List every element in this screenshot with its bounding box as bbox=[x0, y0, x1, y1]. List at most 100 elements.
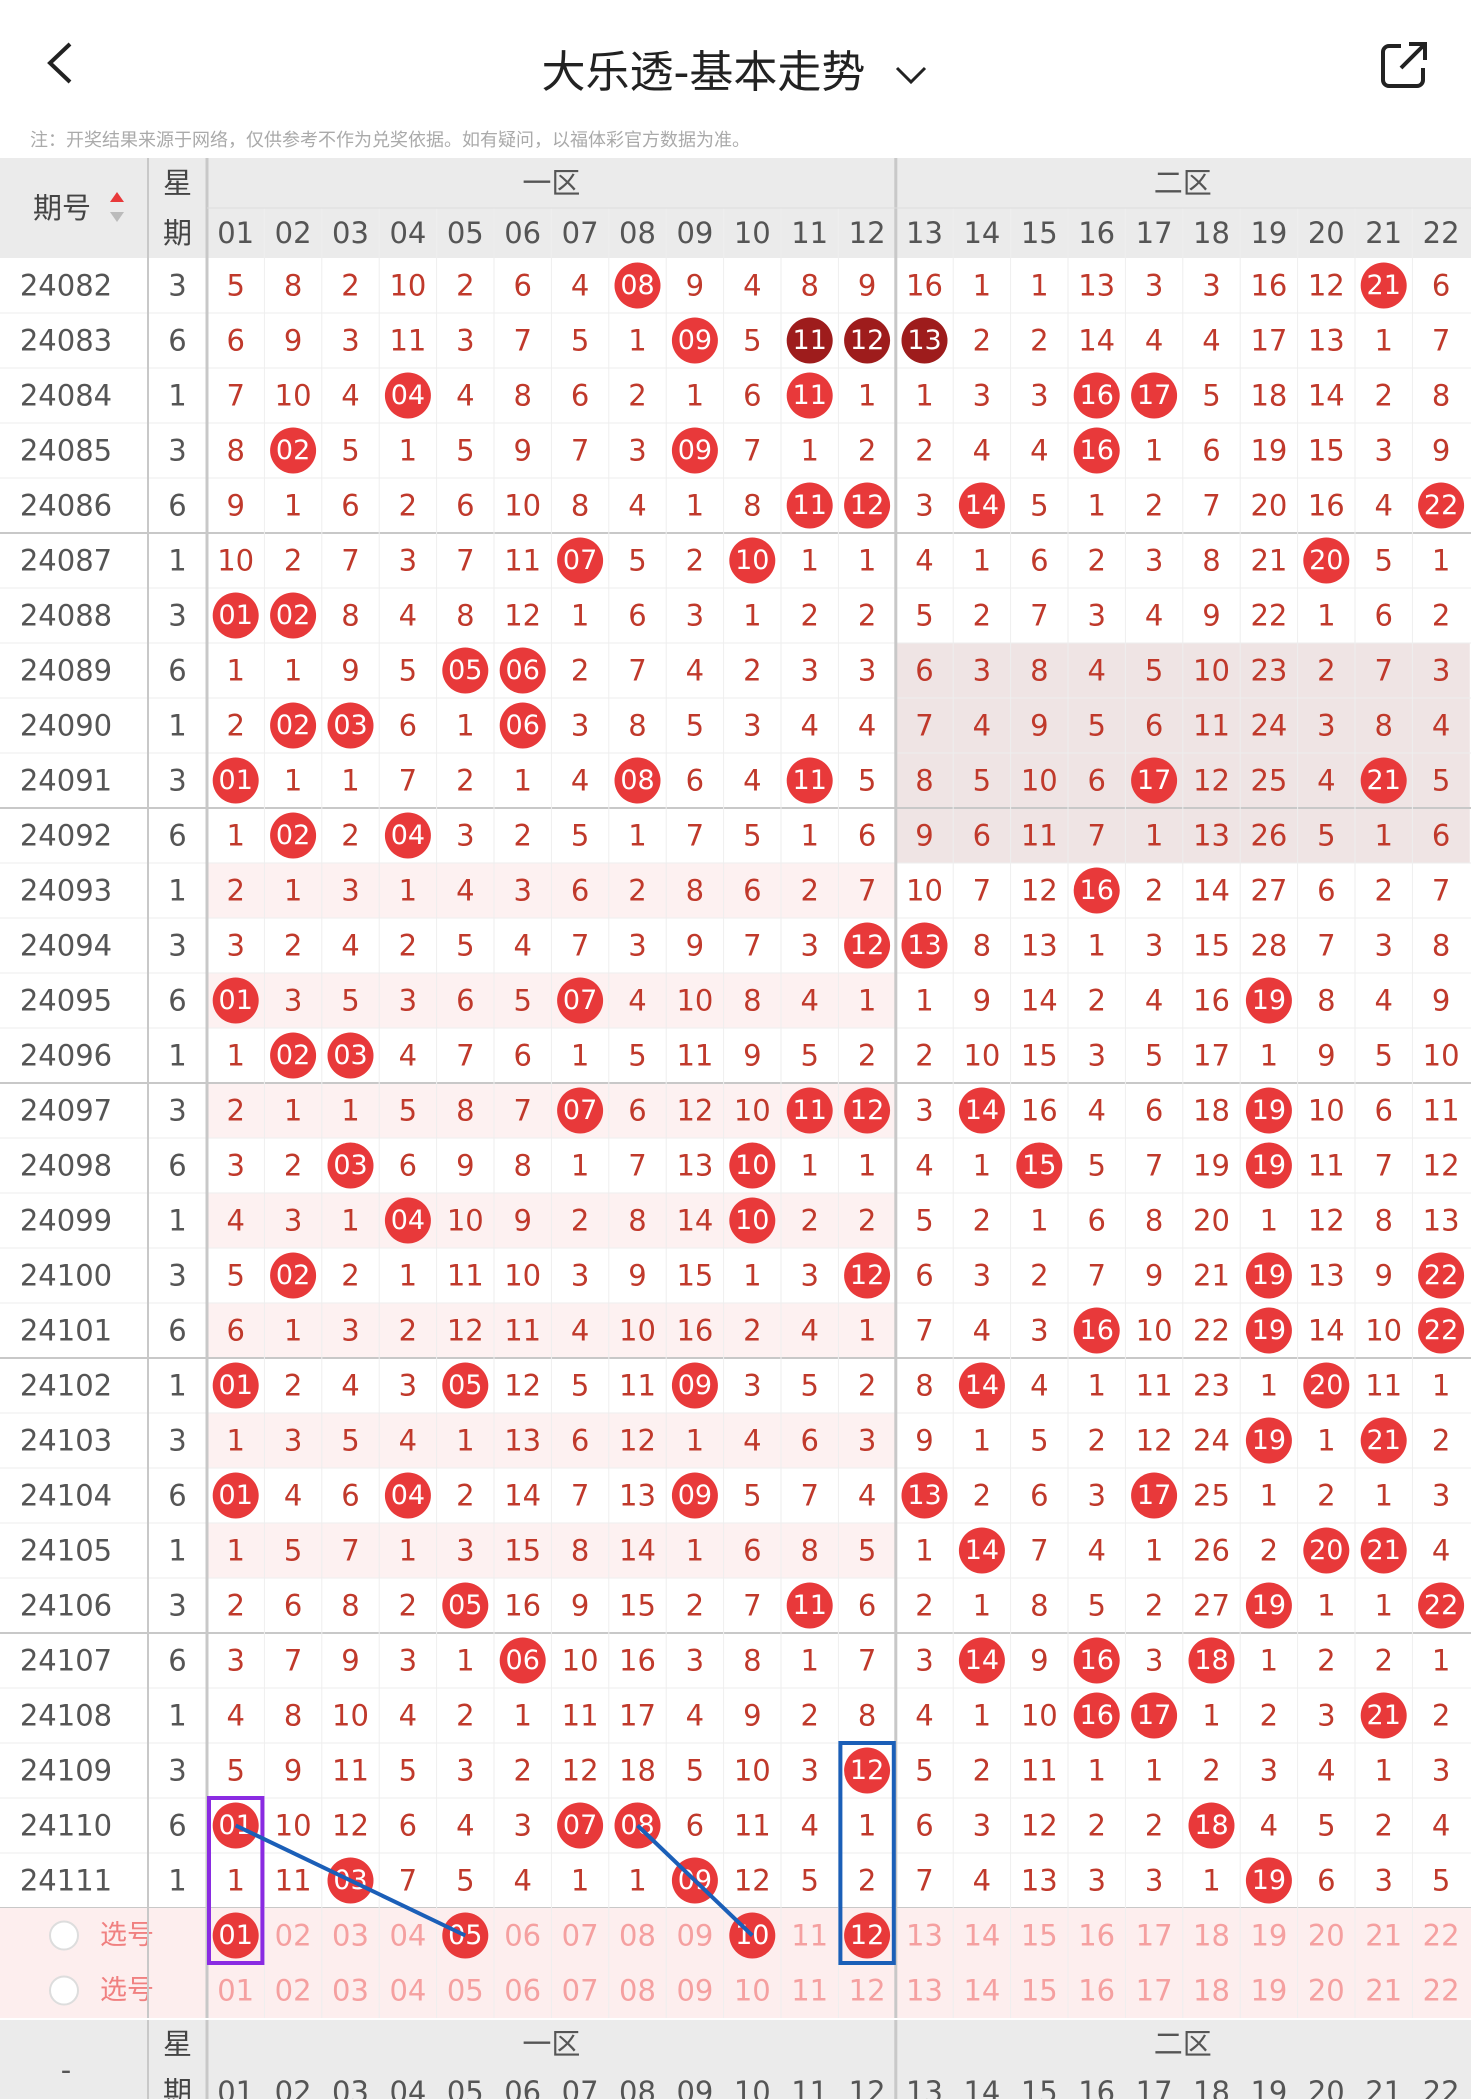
pick-number[interactable]: 13 bbox=[906, 1974, 943, 2008]
miss-count: 1 bbox=[571, 599, 589, 633]
pick-number[interactable]: 22 bbox=[1423, 1974, 1460, 2008]
pick-number[interactable]: 05 bbox=[447, 1974, 484, 2008]
miss-count: 14 bbox=[676, 1204, 713, 1238]
pick-number[interactable]: 17 bbox=[1136, 1974, 1173, 2008]
pick-number[interactable]: 15 bbox=[1021, 1919, 1058, 1953]
miss-count: 6 bbox=[858, 819, 876, 853]
column-header: 14 bbox=[963, 216, 1000, 250]
miss-count: 3 bbox=[1087, 1039, 1105, 1073]
ball-number: 14 bbox=[965, 1535, 999, 1566]
selected-ball-number[interactable]: 01 bbox=[219, 1920, 253, 1951]
ball bbox=[327, 1142, 374, 1189]
pick-number[interactable]: 08 bbox=[619, 1974, 656, 2008]
sort-down-icon[interactable] bbox=[110, 212, 124, 222]
miss-count: 13 bbox=[1021, 1864, 1058, 1898]
pick-number[interactable]: 16 bbox=[1078, 1919, 1115, 1953]
ball-number: 12 bbox=[850, 1260, 884, 1291]
ball bbox=[1073, 372, 1120, 419]
miss-count: 3 bbox=[1317, 709, 1335, 743]
pick-number[interactable]: 02 bbox=[275, 1919, 312, 1953]
ball-number: 10 bbox=[735, 545, 769, 576]
share-icon[interactable] bbox=[1379, 38, 1431, 90]
miss-count: 2 bbox=[399, 1589, 417, 1623]
pick-number[interactable]: 15 bbox=[1021, 1974, 1058, 2008]
miss-count: 4 bbox=[284, 1479, 302, 1513]
pick-number[interactable]: 09 bbox=[676, 1974, 713, 2008]
period-header[interactable]: 期号 bbox=[33, 191, 91, 225]
pick-number[interactable]: 12 bbox=[849, 1974, 886, 2008]
pick-number[interactable]: 14 bbox=[963, 1974, 1000, 2008]
miss-count: 18 bbox=[1250, 379, 1287, 413]
miss-count: 4 bbox=[1202, 324, 1220, 358]
weekday-cell: 1 bbox=[168, 379, 186, 413]
selected-ball-number[interactable]: 12 bbox=[850, 1920, 884, 1951]
pick-number[interactable]: 18 bbox=[1193, 1919, 1230, 1953]
back-arrow-icon[interactable] bbox=[40, 40, 86, 86]
pick-number[interactable]: 07 bbox=[562, 1974, 599, 2008]
ball bbox=[327, 702, 374, 749]
pick-number[interactable]: 19 bbox=[1250, 1919, 1287, 1953]
miss-count: 4 bbox=[743, 269, 761, 303]
pick-label[interactable]: 选号 bbox=[100, 1975, 154, 2006]
miss-count: 8 bbox=[571, 489, 589, 523]
miss-count: 4 bbox=[226, 1699, 244, 1733]
pick-number[interactable]: 16 bbox=[1078, 1974, 1115, 2008]
miss-count: 10 bbox=[217, 544, 254, 578]
title-area[interactable]: 大乐透-基本走势 bbox=[0, 36, 1471, 100]
miss-count: 2 bbox=[1087, 984, 1105, 1018]
miss-count: 6 bbox=[743, 1534, 761, 1568]
miss-count: 3 bbox=[399, 1644, 417, 1678]
miss-count: 1 bbox=[858, 984, 876, 1018]
pick-number[interactable]: 20 bbox=[1308, 1974, 1345, 2008]
ball bbox=[1418, 1582, 1465, 1629]
pick-number[interactable]: 06 bbox=[504, 1919, 541, 1953]
pick-number[interactable]: 14 bbox=[963, 1919, 1000, 1953]
pick-number[interactable]: 01 bbox=[217, 1974, 254, 2008]
miss-count: 24 bbox=[1250, 709, 1287, 743]
page-title[interactable]: 大乐透-基本走势 bbox=[541, 47, 866, 98]
miss-count: 2 bbox=[1202, 1754, 1220, 1788]
pick-number[interactable]: 18 bbox=[1193, 1974, 1230, 2008]
pick-number[interactable]: 11 bbox=[791, 1919, 828, 1953]
chevron-down-icon[interactable] bbox=[893, 63, 929, 87]
pick-number[interactable]: 21 bbox=[1365, 1974, 1402, 2008]
selected-ball[interactable] bbox=[844, 1912, 891, 1959]
pick-number[interactable]: 13 bbox=[906, 1919, 943, 1953]
pick-number[interactable]: 04 bbox=[389, 1919, 426, 1953]
miss-count: 3 bbox=[1202, 269, 1220, 303]
miss-count: 5 bbox=[456, 929, 474, 963]
pick-number[interactable]: 09 bbox=[676, 1919, 713, 1953]
miss-count: 5 bbox=[1087, 1589, 1105, 1623]
miss-count: 3 bbox=[743, 709, 761, 743]
pick-number[interactable]: 03 bbox=[332, 1974, 369, 2008]
pick-number[interactable]: 08 bbox=[619, 1919, 656, 1953]
pick-number[interactable]: 11 bbox=[791, 1974, 828, 2008]
pick-number[interactable]: 04 bbox=[389, 1974, 426, 2008]
radio-icon[interactable] bbox=[49, 1975, 79, 2006]
miss-count: 5 bbox=[1374, 1039, 1392, 1073]
miss-count: 7 bbox=[1202, 489, 1220, 523]
miss-count: 2 bbox=[1087, 1424, 1105, 1458]
sort-up-icon[interactable] bbox=[110, 192, 124, 202]
pick-label[interactable]: 选号 bbox=[100, 1920, 154, 1951]
miss-count: 1 bbox=[226, 1424, 244, 1458]
miss-count: 3 bbox=[1087, 1479, 1105, 1513]
selected-ball[interactable] bbox=[212, 1912, 259, 1959]
miss-count: 11 bbox=[1021, 1754, 1058, 1788]
pick-number[interactable]: 02 bbox=[275, 1974, 312, 2008]
ball-number: 21 bbox=[1367, 1700, 1401, 1731]
pick-number[interactable]: 22 bbox=[1423, 1919, 1460, 1953]
pick-number[interactable]: 21 bbox=[1365, 1919, 1402, 1953]
pick-number[interactable]: 19 bbox=[1250, 1974, 1287, 2008]
miss-count: 3 bbox=[800, 929, 818, 963]
miss-count: 3 bbox=[1432, 1754, 1450, 1788]
pick-number[interactable]: 06 bbox=[504, 1974, 541, 2008]
pick-number[interactable]: 07 bbox=[562, 1919, 599, 1953]
pick-number[interactable]: 20 bbox=[1308, 1919, 1345, 1953]
pick-number[interactable]: 10 bbox=[734, 1974, 771, 2008]
miss-count: 1 bbox=[973, 269, 991, 303]
miss-count: 10 bbox=[504, 489, 541, 523]
radio-icon[interactable] bbox=[49, 1920, 79, 1951]
pick-number[interactable]: 17 bbox=[1136, 1919, 1173, 1953]
pick-number[interactable]: 03 bbox=[332, 1919, 369, 1953]
